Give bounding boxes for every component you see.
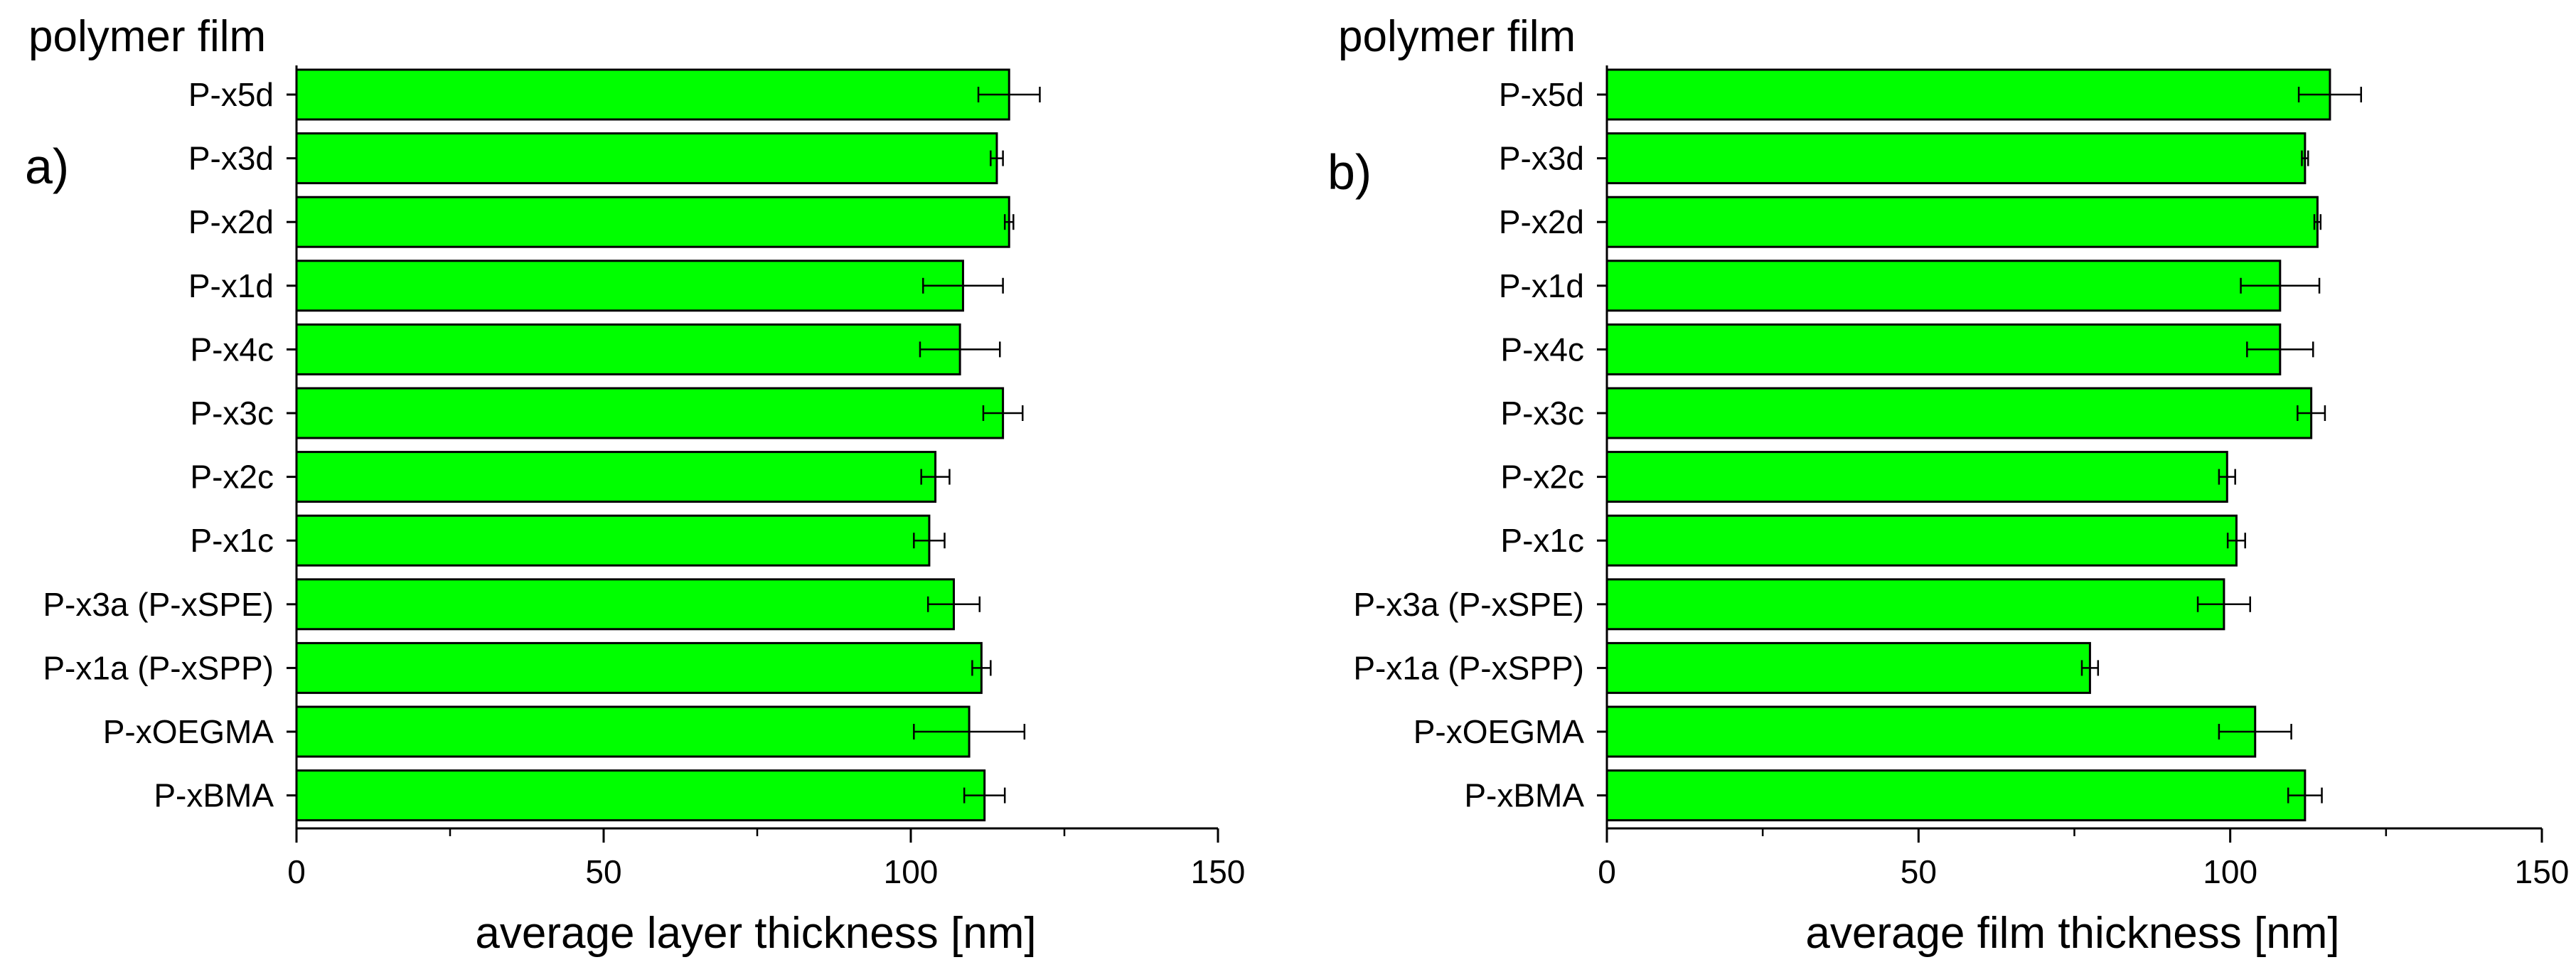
panel-b: polymer film b) average film thickness [… [1327, 12, 2569, 958]
category-label: P-x1c [190, 522, 274, 559]
x-tick-label: 50 [1901, 853, 1937, 890]
category-label: P-xBMA [1464, 777, 1584, 814]
bar [1605, 196, 2319, 248]
bar [295, 196, 1010, 248]
category-label: P-x2c [1500, 459, 1584, 496]
category-label: P-x1d [188, 267, 274, 304]
category-label: P-x1d [1499, 267, 1584, 304]
category-label: P-x2d [188, 203, 274, 240]
category-label: P-xOEGMA [103, 713, 274, 750]
bar [1605, 68, 2331, 121]
y-axis-title: polymer film [28, 12, 266, 61]
category-label: P-x4c [1500, 331, 1584, 368]
x-tick-label: 150 [1191, 853, 1246, 890]
bar [1605, 705, 2257, 758]
x-tick-label: 100 [884, 853, 939, 890]
x-tick-label: 100 [2203, 853, 2257, 890]
bar [295, 514, 931, 567]
panel-a: polymer film a) average layer thickness … [25, 12, 1245, 958]
bar [295, 451, 937, 503]
bar [295, 387, 1005, 439]
category-label: P-x1a (P-xSPP) [1353, 649, 1584, 686]
bar [295, 705, 971, 758]
category-label: P-x3d [1499, 140, 1584, 177]
category-label: P-xOEGMA [1413, 713, 1585, 750]
category-label: P-x3d [188, 140, 274, 177]
y-axis-title: polymer film [1338, 12, 1576, 61]
category-label: P-x2c [190, 459, 274, 496]
bar [295, 68, 1010, 121]
bar [295, 260, 964, 312]
x-tick-label: 0 [1598, 853, 1616, 890]
category-label: P-xBMA [154, 777, 274, 814]
category-label: P-x5d [188, 76, 274, 113]
x-tick-label: 0 [287, 853, 306, 890]
bar [1605, 132, 2307, 185]
category-label: P-x1a (P-xSPP) [43, 649, 274, 686]
bar [1605, 323, 2282, 375]
category-label: P-x5d [1499, 76, 1584, 113]
bar [295, 578, 955, 631]
category-label: P-x2d [1499, 203, 1584, 240]
panel-label: b) [1327, 144, 1372, 200]
bar [1605, 514, 2238, 567]
bar [1605, 387, 2313, 439]
bar [295, 769, 986, 822]
bar [295, 132, 998, 185]
bar [1605, 769, 2307, 822]
bar [1605, 641, 2091, 694]
x-axis-title: average layer thickness [nm] [475, 909, 1036, 958]
bar [295, 323, 961, 375]
panel-label: a) [25, 139, 69, 194]
category-label: P-x1c [1500, 522, 1584, 559]
x-axis-title: average film thickness [nm] [1805, 909, 2339, 958]
bar [1605, 451, 2228, 503]
x-tick-label: 150 [2515, 853, 2570, 890]
category-label: P-x3a (P-xSPE) [43, 586, 274, 623]
bar [1605, 578, 2225, 631]
category-label: P-x3a (P-xSPE) [1353, 586, 1584, 623]
category-label: P-x3c [190, 395, 274, 432]
bar [1605, 260, 2282, 312]
category-label: P-x4c [190, 331, 274, 368]
category-label: P-x3c [1500, 395, 1584, 432]
x-tick-label: 50 [585, 853, 621, 890]
bar [295, 641, 983, 694]
